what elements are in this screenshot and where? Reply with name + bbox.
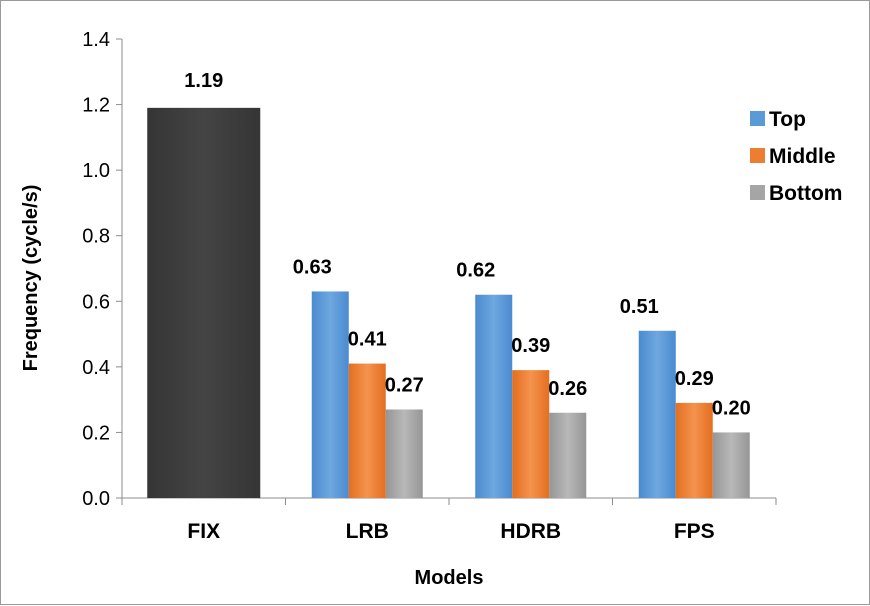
x-category-label: FIX: [187, 520, 220, 543]
y-tick-label: 1.2: [82, 95, 110, 117]
y-axis-title: Frequency (cycle/s): [20, 185, 42, 372]
x-category-label: LRB: [346, 520, 389, 543]
legend: Top Middle Bottom: [750, 108, 842, 205]
data-label-top: 0.51: [620, 296, 659, 318]
bar-middle: [676, 403, 713, 498]
y-tick-label: 1.0: [82, 160, 110, 182]
y-tick-label: 1.4: [82, 29, 110, 51]
data-label-bottom: 0.26: [548, 378, 587, 400]
bar-top: [639, 331, 676, 498]
data-label-middle: 0.29: [675, 368, 714, 390]
x-axis-title: Models: [415, 567, 484, 589]
legend-label-bottom: Bottom: [769, 182, 842, 205]
y-tick-label: 0.8: [82, 226, 110, 248]
bar-middle: [349, 364, 386, 498]
bar-bottom: [386, 409, 423, 498]
data-label-top: 0.62: [456, 260, 495, 282]
y-tick-label: 0.0: [82, 488, 110, 510]
legend-swatch-bottom: [750, 185, 765, 200]
bars: [147, 108, 750, 498]
bar-fix: [147, 108, 260, 498]
bar-top: [312, 291, 349, 498]
x-category-label: FPS: [674, 520, 715, 543]
bar-top: [475, 295, 512, 498]
legend-label-top: Top: [769, 108, 806, 131]
legend-label-middle: Middle: [769, 145, 836, 168]
y-tick-label: 0.2: [82, 422, 110, 444]
legend-swatch-middle: [750, 148, 765, 163]
data-label-bottom: 0.20: [712, 397, 751, 419]
data-label-middle: 0.39: [511, 335, 550, 357]
data-label-fix: 1.19: [184, 70, 223, 92]
bar-bottom: [713, 432, 750, 498]
data-label-top: 0.63: [293, 256, 332, 278]
bar-bottom: [549, 413, 586, 498]
x-category-label: HDRB: [500, 520, 561, 543]
data-label-bottom: 0.27: [385, 374, 424, 396]
data-label-middle: 0.41: [348, 329, 387, 351]
y-tick-label: 0.6: [82, 291, 110, 313]
legend-swatch-top: [750, 111, 765, 126]
bar-middle: [512, 370, 549, 498]
y-tick-label: 0.4: [82, 357, 110, 379]
